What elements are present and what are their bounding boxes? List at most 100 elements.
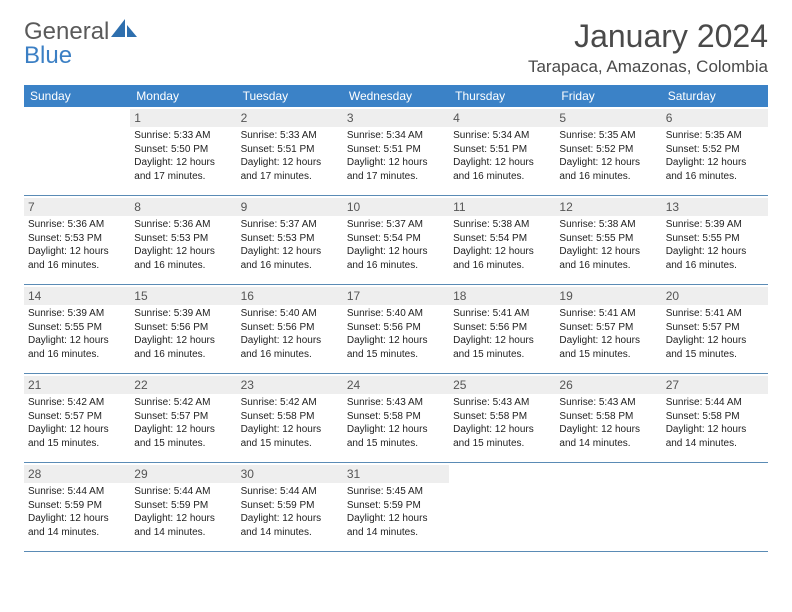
sunset-text: Sunset: 5:57 PM — [559, 321, 657, 335]
sunrise-text: Sunrise: 5:40 AM — [347, 307, 445, 321]
sunrise-text: Sunrise: 5:33 AM — [134, 129, 232, 143]
calendar-day-cell: 3Sunrise: 5:34 AMSunset: 5:51 PMDaylight… — [343, 107, 449, 195]
daylight-text: Daylight: 12 hours and 15 minutes. — [453, 423, 551, 450]
sunset-text: Sunset: 5:59 PM — [28, 499, 126, 513]
sunrise-text: Sunrise: 5:40 AM — [241, 307, 339, 321]
day-body: Sunrise: 5:43 AMSunset: 5:58 PMDaylight:… — [559, 396, 657, 450]
calendar-day-cell: 15Sunrise: 5:39 AMSunset: 5:56 PMDayligh… — [130, 285, 236, 373]
calendar-day-cell: 2Sunrise: 5:33 AMSunset: 5:51 PMDaylight… — [237, 107, 343, 195]
day-body: Sunrise: 5:44 AMSunset: 5:59 PMDaylight:… — [241, 485, 339, 539]
day-body: Sunrise: 5:42 AMSunset: 5:57 PMDaylight:… — [28, 396, 126, 450]
daylight-text: Daylight: 12 hours and 16 minutes. — [241, 245, 339, 272]
weekday-header: Sunday — [24, 85, 130, 107]
sunrise-text: Sunrise: 5:43 AM — [347, 396, 445, 410]
day-number: 22 — [130, 376, 236, 394]
calendar-day-cell: 28Sunrise: 5:44 AMSunset: 5:59 PMDayligh… — [24, 463, 130, 551]
daylight-text: Daylight: 12 hours and 14 minutes. — [347, 512, 445, 539]
daylight-text: Daylight: 12 hours and 15 minutes. — [241, 423, 339, 450]
day-number: 24 — [343, 376, 449, 394]
day-number: 2 — [237, 109, 343, 127]
sunrise-text: Sunrise: 5:39 AM — [28, 307, 126, 321]
sunrise-text: Sunrise: 5:34 AM — [453, 129, 551, 143]
sunset-text: Sunset: 5:54 PM — [453, 232, 551, 246]
sunrise-text: Sunrise: 5:43 AM — [559, 396, 657, 410]
day-body: Sunrise: 5:44 AMSunset: 5:58 PMDaylight:… — [666, 396, 764, 450]
calendar-day-cell: 17 Sunrise: 5:40 AMSunset: 5:56 PMDayligh… — [343, 285, 449, 373]
sunrise-text: Sunrise: 5:44 AM — [28, 485, 126, 499]
day-number: 25 — [449, 376, 555, 394]
day-body: Sunrise: 5:35 AMSunset: 5:52 PMDaylight:… — [666, 129, 764, 183]
calendar-day-cell: 23Sunrise: 5:42 AMSunset: 5:58 PMDayligh… — [237, 374, 343, 462]
daylight-text: Daylight: 12 hours and 16 minutes. — [559, 245, 657, 272]
day-body: Sunrise: 5:42 AMSunset: 5:57 PMDaylight:… — [134, 396, 232, 450]
daylight-text: Daylight: 12 hours and 17 minutes. — [134, 156, 232, 183]
sunrise-text: Sunrise: 5:45 AM — [347, 485, 445, 499]
logo-sail-icon — [111, 18, 137, 46]
day-number: 31 — [343, 465, 449, 483]
calendar-day-cell: 4 Sunrise: 5:34 AMSunset: 5:51 PMDaylight… — [449, 107, 555, 195]
sunset-text: Sunset: 5:57 PM — [134, 410, 232, 424]
day-number: 26 — [555, 376, 661, 394]
logo-text-b: Blue — [24, 42, 72, 70]
sunset-text: Sunset: 5:55 PM — [666, 232, 764, 246]
sunset-text: Sunset: 5:56 PM — [241, 321, 339, 335]
daylight-text: Daylight: 12 hours and 14 minutes. — [666, 423, 764, 450]
daylight-text: Daylight: 12 hours and 14 minutes. — [559, 423, 657, 450]
location-subtitle: Tarapaca, Amazonas, Colombia — [528, 57, 768, 77]
sunset-text: Sunset: 5:52 PM — [666, 143, 764, 157]
sunset-text: Sunset: 5:53 PM — [28, 232, 126, 246]
calendar-day-cell: 20Sunrise: 5:41 AMSunset: 5:57 PMDayligh… — [662, 285, 768, 373]
calendar-header-row: Sunday Monday Tuesday Wednesday Thursday… — [24, 85, 768, 107]
weeks-container: 1Sunrise: 5:33 AMSunset: 5:50 PMDaylight… — [24, 107, 768, 552]
day-number: 4 — [449, 109, 555, 127]
calendar-day-cell: 6Sunrise: 5:35 AMSunset: 5:52 PMDaylight… — [662, 107, 768, 195]
day-body: Sunrise: 5:42 AMSunset: 5:58 PMDaylight:… — [241, 396, 339, 450]
day-number: 8 — [130, 198, 236, 216]
day-number: 17 — [343, 287, 449, 305]
sunrise-text: Sunrise: 5:43 AM — [453, 396, 551, 410]
calendar-day-cell: 24 Sunrise: 5:43 AMSunset: 5:58 PMDayligh… — [343, 374, 449, 462]
day-body: Sunrise: 5:41 AMSunset: 5:56 PMDaylight:… — [453, 307, 551, 361]
day-body: Sunrise: 5:34 AMSunset: 5:51 PMDaylight:… — [453, 129, 551, 183]
sunset-text: Sunset: 5:59 PM — [241, 499, 339, 513]
day-number: 10 — [343, 198, 449, 216]
day-body: Sunrise: 5:40 AMSunset: 5:56 PMDaylight:… — [347, 307, 445, 361]
calendar-day-cell: 9Sunrise: 5:37 AMSunset: 5:53 PMDaylight… — [237, 196, 343, 284]
sunset-text: Sunset: 5:57 PM — [28, 410, 126, 424]
sunset-text: Sunset: 5:57 PM — [666, 321, 764, 335]
day-number: 29 — [130, 465, 236, 483]
daylight-text: Daylight: 12 hours and 16 minutes. — [28, 334, 126, 361]
daylight-text: Daylight: 12 hours and 16 minutes. — [28, 245, 126, 272]
daylight-text: Daylight: 12 hours and 15 minutes. — [453, 334, 551, 361]
day-number: 28 — [24, 465, 130, 483]
sunset-text: Sunset: 5:56 PM — [453, 321, 551, 335]
day-number: 14 — [24, 287, 130, 305]
sunrise-text: Sunrise: 5:37 AM — [347, 218, 445, 232]
weekday-header: Saturday — [662, 85, 768, 107]
calendar-day-cell: 19Sunrise: 5:41 AMSunset: 5:57 PMDayligh… — [555, 285, 661, 373]
sunrise-text: Sunrise: 5:42 AM — [28, 396, 126, 410]
calendar-day-cell: 27Sunrise: 5:44 AMSunset: 5:58 PMDayligh… — [662, 374, 768, 462]
daylight-text: Daylight: 12 hours and 17 minutes. — [347, 156, 445, 183]
day-body: Sunrise: 5:45 AMSunset: 5:59 PMDaylight:… — [347, 485, 445, 539]
day-number: 12 — [555, 198, 661, 216]
daylight-text: Daylight: 12 hours and 15 minutes. — [666, 334, 764, 361]
day-body: Sunrise: 5:38 AMSunset: 5:54 PMDaylight:… — [453, 218, 551, 272]
sunrise-text: Sunrise: 5:41 AM — [559, 307, 657, 321]
day-body: Sunrise: 5:40 AMSunset: 5:56 PMDaylight:… — [241, 307, 339, 361]
daylight-text: Daylight: 12 hours and 16 minutes. — [241, 334, 339, 361]
sunset-text: Sunset: 5:58 PM — [666, 410, 764, 424]
day-body: Sunrise: 5:44 AMSunset: 5:59 PMDaylight:… — [134, 485, 232, 539]
daylight-text: Daylight: 12 hours and 15 minutes. — [28, 423, 126, 450]
daylight-text: Daylight: 12 hours and 14 minutes. — [241, 512, 339, 539]
daylight-text: Daylight: 12 hours and 16 minutes. — [347, 245, 445, 272]
calendar-day-cell: 14 Sunrise: 5:39 AMSunset: 5:55 PMDayligh… — [24, 285, 130, 373]
day-body: Sunrise: 5:43 AMSunset: 5:58 PMDaylight:… — [347, 396, 445, 450]
calendar-day-cell: 31 Sunrise: 5:45 AMSunset: 5:59 PMDayligh… — [343, 463, 449, 551]
daylight-text: Daylight: 12 hours and 15 minutes. — [347, 334, 445, 361]
sunrise-text: Sunrise: 5:37 AM — [241, 218, 339, 232]
day-body: Sunrise: 5:39 AMSunset: 5:55 PMDaylight:… — [28, 307, 126, 361]
sunset-text: Sunset: 5:59 PM — [347, 499, 445, 513]
day-number: 11 — [449, 198, 555, 216]
weekday-header: Thursday — [449, 85, 555, 107]
